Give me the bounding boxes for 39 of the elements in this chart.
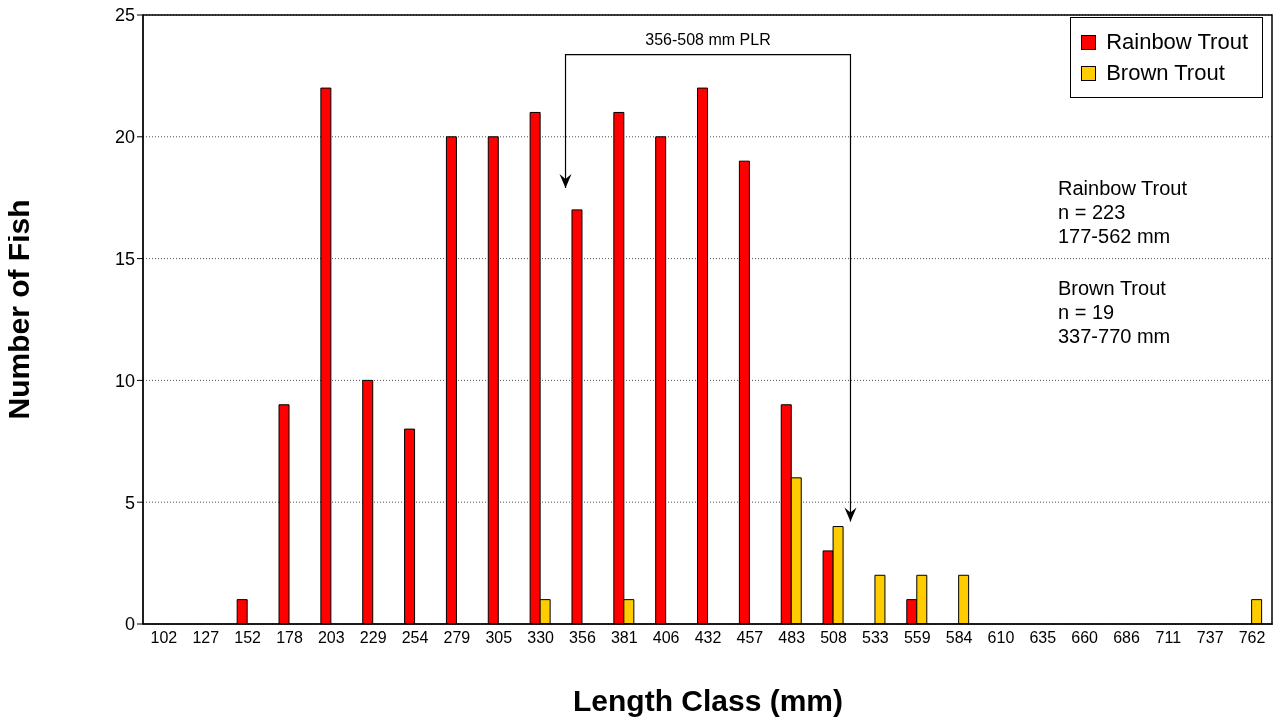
x-tick-label: 559 (903, 629, 931, 647)
x-tick-label: 178 (276, 629, 303, 647)
x-tick-label: 737 (1196, 629, 1224, 647)
legend-label: Rainbow Trout (1106, 29, 1248, 55)
y-tick-label: 15 (114, 248, 135, 269)
x-tick-label: 305 (485, 629, 513, 647)
x-tick-label: 330 (527, 629, 555, 647)
y-tick-label: 20 (114, 127, 135, 148)
x-tick-label: 279 (443, 629, 471, 647)
x-tick-label: 711 (1155, 629, 1182, 647)
y-tick-label: 0 (124, 614, 135, 635)
x-tick-label: 483 (778, 629, 806, 647)
x-tick-label: 508 (820, 629, 847, 647)
x-tick-label: 254 (401, 629, 429, 647)
x-tick-label: 127 (192, 629, 220, 647)
x-tick-label: 152 (234, 629, 262, 647)
y-tick-label: 10 (114, 370, 135, 391)
x-tick-label: 381 (610, 629, 638, 647)
x-tick-label: 635 (1029, 629, 1057, 647)
x-tick-label: 686 (1113, 629, 1140, 647)
x-tick-label: 203 (317, 629, 345, 647)
x-tick-label: 762 (1238, 629, 1266, 647)
legend-label: Brown Trout (1106, 60, 1225, 86)
x-tick-label: 584 (945, 629, 973, 647)
x-tick-label: 533 (862, 629, 889, 647)
x-axis-title: Length Class (mm) (572, 684, 844, 717)
x-tick-label: 229 (359, 629, 387, 647)
annotation: 356-508 mm PLR (644, 30, 772, 49)
annotation: Brown Trout n = 19 337-770 mm (1058, 276, 1171, 348)
x-tick-label: 457 (736, 629, 764, 647)
x-tick-label: 610 (987, 629, 1015, 647)
x-tick-label: 102 (150, 629, 178, 647)
y-tick-label: 25 (114, 5, 135, 26)
y-tick-label: 5 (124, 492, 135, 513)
x-tick-label: 406 (652, 629, 680, 647)
x-tick-label: 660 (1071, 629, 1099, 647)
annotation: Rainbow Trout n = 223 177-562 mm (1058, 176, 1187, 248)
x-tick-label: 356 (569, 629, 596, 647)
x-tick-label: 432 (694, 629, 722, 647)
